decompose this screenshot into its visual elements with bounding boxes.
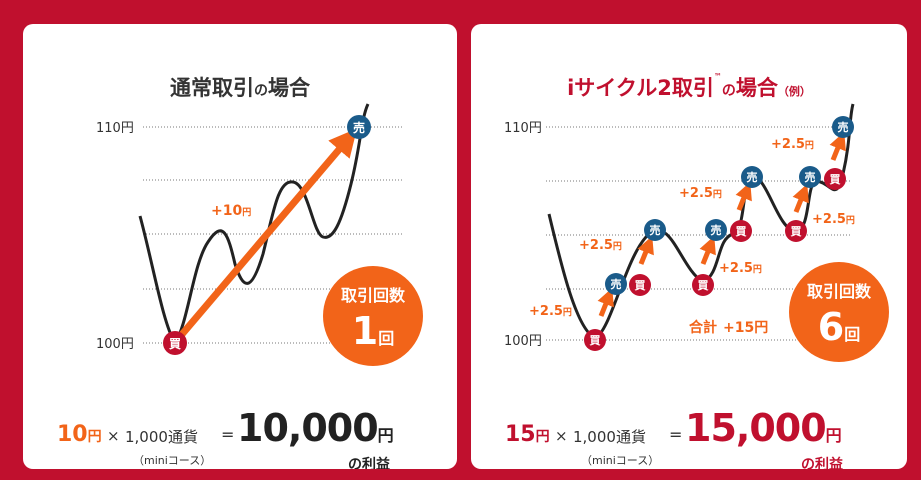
buy-marker-1 — [584, 329, 606, 351]
trade-count-bubble — [789, 262, 889, 362]
right-formula-sub: （miniコース） — [581, 454, 660, 467]
buy-marker-6 — [824, 168, 846, 190]
buy-marker-label: 買 — [169, 337, 181, 351]
sell-marker-3-label: 売 — [711, 223, 722, 237]
sell-marker-label: 売 — [353, 120, 365, 135]
gain-label-5: +2.5円 — [771, 137, 814, 152]
trade-count-value: 1回 — [352, 309, 394, 353]
buy-marker-4-label: 買 — [736, 225, 747, 238]
right-title-end: 場合 — [735, 76, 778, 100]
sell-marker-6-label: 売 — [838, 120, 849, 134]
right-formula-num: 15円 — [505, 422, 550, 447]
gain-label-4: +2.5円 — [719, 261, 762, 276]
sell-markers: 売 売 売 売 売 売 — [605, 116, 854, 295]
left-formula-sub: （miniコース） — [133, 454, 212, 467]
icycle-trade-chart: 110円 100円 +2.5円 +2.5円 +2.5円 +2.5円 +2.5円 … — [504, 103, 889, 362]
right-title-tm: ™ — [713, 72, 722, 81]
sell-marker-6 — [832, 116, 854, 138]
sell-marker-2 — [644, 219, 666, 241]
trade-count-bubble — [323, 266, 423, 366]
icycle-trade-panel: iサイクル2取引™ の場合（例） 110円 100円 — [471, 24, 907, 469]
buy-marker-2 — [629, 274, 651, 296]
buy-marker-4 — [730, 220, 752, 242]
y-label-100: 100円 — [96, 337, 134, 352]
trade-count-label: 取引回数 — [341, 286, 406, 305]
left-title: 通常取引の場合 — [23, 72, 457, 102]
sell-marker-4-label: 売 — [747, 170, 758, 184]
normal-trade-chart: 110円 100円 +10円 買 売 取引回数 1回 — [96, 103, 423, 366]
left-title-end: 場合 — [268, 76, 310, 100]
sell-marker-2-label: 売 — [650, 223, 661, 237]
buy-marker — [163, 331, 187, 355]
normal-trade-panel: 通常取引の場合 110円 100円 +10円 買 売 — [23, 24, 457, 469]
buy-marker-2-label: 買 — [635, 279, 646, 292]
buy-markers: 買 買 買 買 買 買 — [584, 168, 846, 351]
left-formula-num: 10円 — [57, 422, 102, 447]
left-formula-mult: × — [107, 427, 120, 445]
gain-arrow — [175, 128, 358, 342]
sell-marker-1-label: 売 — [611, 277, 622, 291]
gain-arrow-5 — [792, 183, 809, 213]
buy-marker-3-label: 買 — [698, 279, 709, 292]
right-title-main: iサイクル2取引 — [567, 76, 714, 100]
sell-marker-5 — [799, 166, 821, 188]
right-formula-result: 15,000円 — [685, 406, 842, 450]
left-profit-formula: 10円 × 1,000通貨 = 10,000円 （miniコース） の利益 — [23, 402, 457, 469]
y-label-100: 100円 — [504, 334, 542, 349]
right-title: iサイクル2取引™ の場合（例） — [471, 72, 907, 102]
gain-arrow-1 — [597, 287, 614, 317]
gain-label: +10円 — [211, 203, 251, 219]
gain-arrow-3 — [699, 235, 716, 265]
left-title-no: の — [254, 83, 268, 99]
right-formula-mult: × — [555, 427, 568, 445]
right-title-example: （例） — [777, 85, 811, 98]
gain-arrow-4 — [735, 181, 752, 211]
buy-marker-6-label: 買 — [830, 173, 841, 186]
buy-marker-3 — [692, 274, 714, 296]
gain-arrow-2 — [637, 235, 654, 265]
gain-arrow-6 — [829, 131, 846, 161]
y-label-110: 110円 — [504, 121, 542, 136]
left-formula-profit: の利益 — [348, 457, 390, 469]
sell-marker-5-label: 売 — [805, 170, 816, 184]
right-profit-formula: 15円 × 1,000通貨 = 15,000円 （miniコース） の利益 — [471, 402, 907, 469]
trade-count-label: 取引回数 — [807, 282, 872, 301]
buy-marker-1-label: 買 — [590, 334, 601, 347]
right-formula-amount: 1,000通貨 — [573, 428, 646, 446]
gain-label-1: +2.5円 — [529, 304, 572, 319]
gain-label-2: +2.5円 — [579, 238, 622, 253]
left-title-main: 通常取引 — [170, 76, 254, 100]
right-formula-profit: の利益 — [801, 457, 843, 469]
left-formula-result: 10,000円 — [237, 406, 394, 450]
gain-label-6: +2.5円 — [812, 212, 855, 227]
left-formula-amount: 1,000通貨 — [125, 428, 198, 446]
y-label-110: 110円 — [96, 121, 134, 136]
total-gain: 合計 +15円 — [689, 319, 768, 336]
sell-marker-1 — [605, 273, 627, 295]
sell-marker-4 — [741, 166, 763, 188]
buy-marker-5 — [785, 220, 807, 242]
trade-count-value: 6回 — [818, 305, 860, 349]
buy-marker-5-label: 買 — [791, 225, 802, 238]
right-formula-eq: = — [669, 425, 683, 444]
left-formula-eq: = — [221, 425, 235, 444]
gain-label-3: +2.5円 — [679, 186, 722, 201]
right-title-no: の — [721, 83, 736, 99]
sell-marker-3 — [705, 219, 727, 241]
sell-marker — [347, 115, 371, 139]
